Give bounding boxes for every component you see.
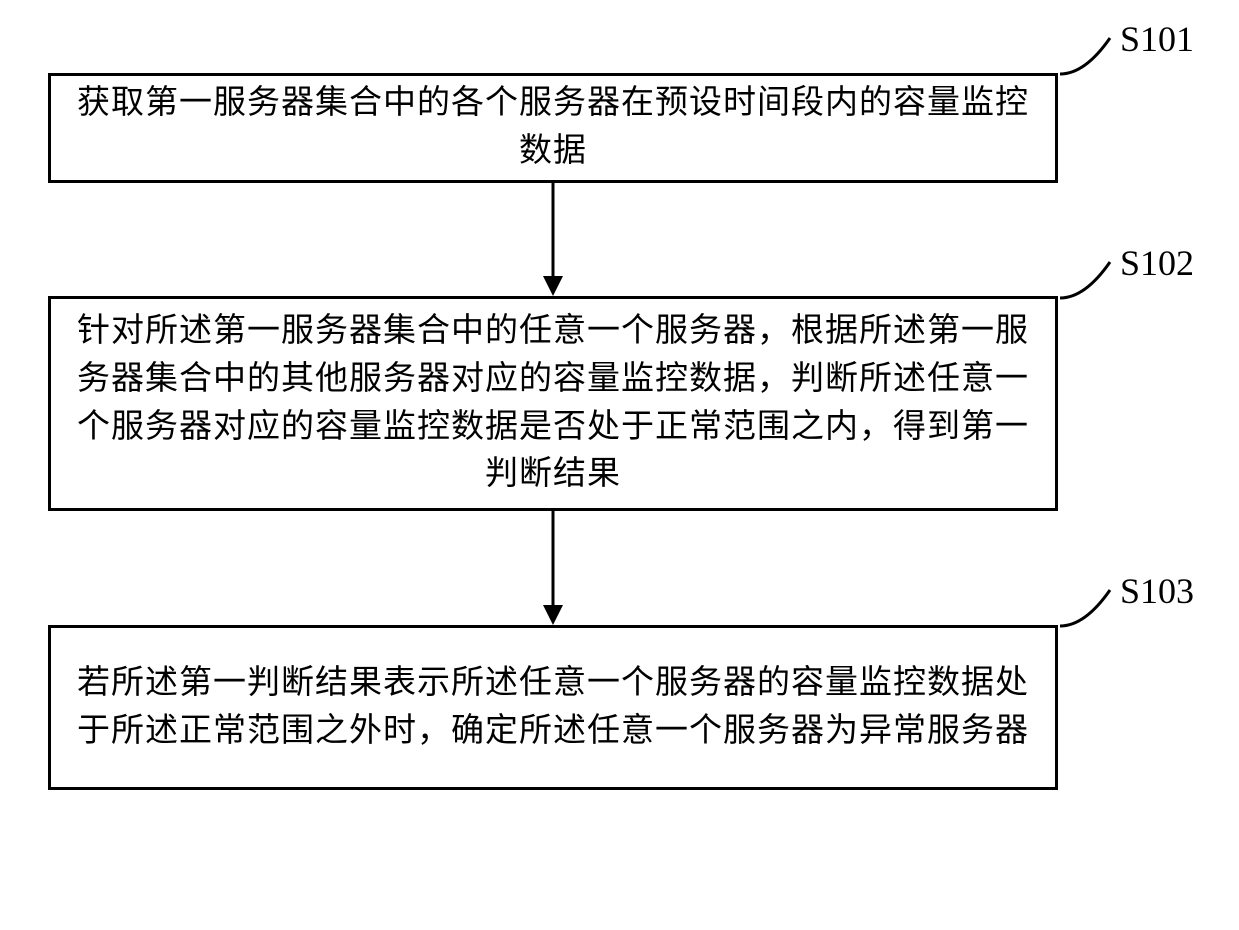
flowchart-container: 获取第一服务器集合中的各个服务器在预设时间段内的容量监控数据 S101 针对所述… — [0, 0, 1239, 930]
flowchart-step-s102: 针对所述第一服务器集合中的任意一个服务器，根据所述第一服务器集合中的其他服务器对… — [48, 296, 1058, 511]
flowchart-step-s103: 若所述第一判断结果表示所述任意一个服务器的容量监控数据处于所述正常范围之外时，确… — [48, 625, 1058, 790]
step-label-s101: S101 — [1120, 18, 1194, 60]
label-curve-s101 — [1055, 30, 1125, 85]
step-text: 针对所述第一服务器集合中的任意一个服务器，根据所述第一服务器集合中的其他服务器对… — [75, 308, 1031, 499]
step-label-s103: S103 — [1120, 570, 1194, 612]
step-text: 若所述第一判断结果表示所述任意一个服务器的容量监控数据处于所述正常范围之外时，确… — [75, 660, 1031, 756]
flowchart-step-s101: 获取第一服务器集合中的各个服务器在预设时间段内的容量监控数据 — [48, 73, 1058, 183]
label-curve-s102 — [1055, 254, 1125, 309]
step-text: 获取第一服务器集合中的各个服务器在预设时间段内的容量监控数据 — [75, 80, 1031, 176]
step-label-s102: S102 — [1120, 242, 1194, 284]
label-curve-s103 — [1055, 582, 1125, 637]
flowchart-arrow-1 — [533, 183, 573, 301]
flowchart-arrow-2 — [533, 511, 573, 629]
